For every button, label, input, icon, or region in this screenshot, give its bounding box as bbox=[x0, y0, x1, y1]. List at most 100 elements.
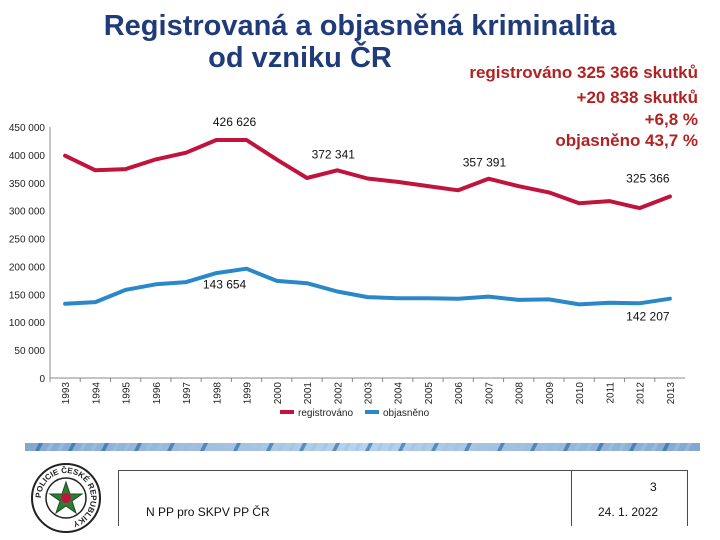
data-point bbox=[124, 167, 128, 171]
data-point bbox=[366, 176, 369, 180]
y-tick-label: 50 000 bbox=[14, 346, 45, 357]
stripe-slash bbox=[475, 443, 483, 451]
series-line-objasneno bbox=[63, 266, 672, 307]
x-tick-label: 1999 bbox=[243, 382, 254, 405]
stripe-slash bbox=[178, 443, 186, 451]
x-tick-label: 2010 bbox=[575, 382, 586, 405]
stripe-slash bbox=[574, 443, 582, 451]
footer-date: 24. 1. 2022 bbox=[598, 505, 659, 519]
stripe-slash bbox=[288, 443, 296, 451]
x-tick-label: 1993 bbox=[61, 382, 72, 405]
data-point bbox=[517, 184, 521, 188]
y-tick-label: 0 bbox=[39, 374, 45, 385]
stripe-slash bbox=[35, 443, 43, 451]
data-point bbox=[63, 154, 67, 158]
data-point bbox=[607, 199, 611, 203]
data-label: 426 626 bbox=[213, 115, 257, 129]
data-point bbox=[426, 184, 430, 188]
stripe-slash bbox=[255, 443, 263, 451]
x-tick-label: 1996 bbox=[152, 382, 163, 405]
data-label: 357 391 bbox=[463, 156, 507, 170]
data-point bbox=[93, 168, 97, 172]
stripe-slash bbox=[156, 443, 164, 451]
data-point bbox=[577, 201, 581, 205]
y-tick-label: 450 000 bbox=[9, 123, 46, 134]
data-point bbox=[124, 288, 128, 292]
stripe-slash bbox=[376, 443, 384, 451]
data-point bbox=[305, 281, 309, 285]
data-label: 325 366 bbox=[626, 172, 670, 186]
stripe-slash bbox=[57, 443, 65, 451]
y-tick-label: 300 000 bbox=[9, 207, 46, 218]
x-tick-label: 2008 bbox=[515, 382, 526, 405]
stripe-slash bbox=[277, 443, 285, 451]
x-tick-label: 1997 bbox=[182, 382, 193, 405]
annotation-solved: objasněno 43,7 % bbox=[555, 131, 698, 150]
stripe-slash bbox=[244, 443, 252, 451]
x-tick-label: 2006 bbox=[454, 382, 465, 405]
x-tick-label: 2013 bbox=[666, 382, 677, 405]
stripe-slash bbox=[541, 443, 549, 451]
data-point bbox=[154, 282, 158, 286]
stripe-slash bbox=[442, 443, 450, 451]
stripe-slash bbox=[618, 443, 626, 451]
stripe-slash bbox=[486, 443, 494, 451]
data-point bbox=[335, 290, 339, 294]
data-point bbox=[184, 151, 188, 155]
legend-label: objasněno bbox=[383, 408, 430, 419]
data-point bbox=[607, 301, 611, 305]
stripe-slash bbox=[409, 443, 417, 451]
stripe-slash bbox=[189, 443, 197, 451]
stripe-slash bbox=[365, 443, 373, 451]
stripe-slash bbox=[112, 443, 120, 451]
series-line-registrovano bbox=[63, 138, 672, 211]
stripe-slash bbox=[222, 443, 230, 451]
stripe-slash bbox=[640, 443, 648, 451]
data-point bbox=[184, 280, 188, 284]
data-point bbox=[486, 295, 490, 299]
data-point bbox=[517, 298, 521, 302]
x-tick-label: 2005 bbox=[424, 382, 435, 405]
x-tick-label: 2002 bbox=[333, 382, 344, 405]
data-point bbox=[668, 195, 672, 199]
data-point bbox=[577, 302, 581, 306]
stripe-slash bbox=[519, 443, 527, 451]
chart-title-line1: Registrovaná a objasněná kriminalita bbox=[103, 10, 617, 42]
y-tick-label: 150 000 bbox=[9, 290, 46, 301]
stripe-slash bbox=[651, 443, 659, 451]
stripe-slash bbox=[464, 443, 472, 451]
x-tick-label: 2000 bbox=[273, 382, 284, 405]
stripe-slash bbox=[453, 443, 461, 451]
stripe-slash bbox=[398, 443, 406, 451]
data-point bbox=[245, 138, 249, 142]
stripe-slash bbox=[200, 443, 208, 451]
stripe-slash bbox=[607, 443, 615, 451]
stripe-slash bbox=[46, 443, 54, 451]
footer-frame bbox=[118, 470, 688, 526]
data-point bbox=[486, 177, 490, 181]
data-point bbox=[335, 168, 339, 172]
annotation-registered: registrováno 325 366 skutků bbox=[469, 63, 698, 82]
stripe-slash bbox=[299, 443, 307, 451]
data-point bbox=[275, 158, 279, 162]
data-point bbox=[366, 295, 369, 299]
data-label: 143 654 bbox=[203, 278, 247, 292]
annotation-diff-pct: +6,8 % bbox=[644, 110, 698, 129]
x-tick-label: 1994 bbox=[91, 382, 102, 405]
data-point bbox=[668, 297, 672, 301]
x-tick-label: 2001 bbox=[303, 382, 314, 405]
stripe-slash bbox=[321, 443, 329, 451]
stripe-slash bbox=[530, 443, 538, 451]
annotation-diff-abs: +20 838 skutků bbox=[576, 88, 698, 107]
stripe-slash bbox=[310, 443, 318, 451]
data-point bbox=[214, 138, 218, 142]
y-tick-label: 350 000 bbox=[9, 179, 46, 190]
stripe-slash bbox=[101, 443, 109, 451]
data-label: 372 341 bbox=[312, 147, 356, 161]
stripe-slash bbox=[585, 443, 593, 451]
data-point bbox=[456, 297, 460, 301]
police-badge-logo: POLICIE ČESKÉ REPUBLIKY bbox=[31, 463, 101, 533]
stripe-slash bbox=[596, 443, 604, 451]
stripe-slash bbox=[233, 443, 241, 451]
